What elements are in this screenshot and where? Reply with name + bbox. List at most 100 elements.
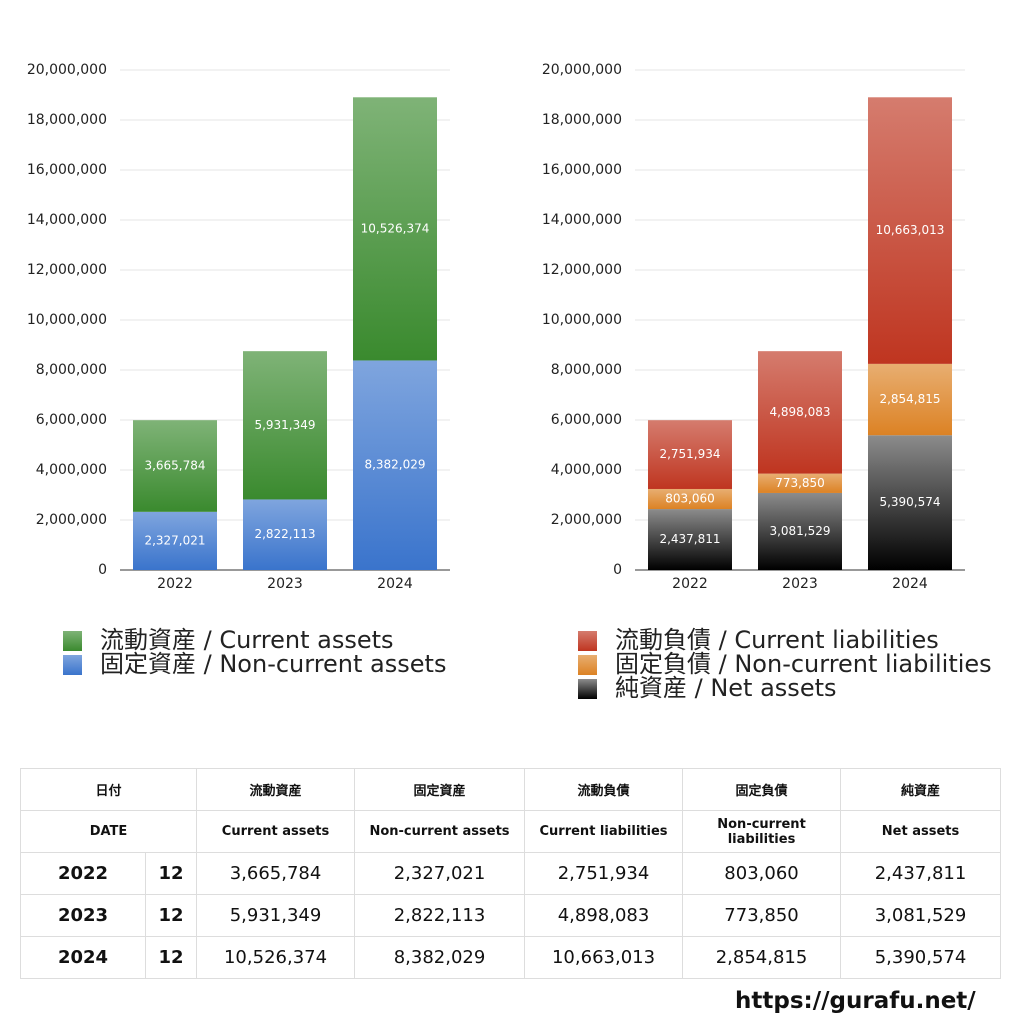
bar-segment [353,97,437,361]
table-cell: 2,751,934 [524,852,684,895]
bar-segment [648,509,732,570]
bar-segment [133,511,217,570]
table-cell: Current liabilities [524,810,684,853]
y-tick-label: 0 [613,562,622,578]
table-cell: 固定資産 [354,768,526,811]
table-cell: 3,081,529 [840,894,1002,937]
x-tick-label: 2022 [672,576,708,592]
bar-segment [353,360,437,570]
x-tick-label: 2024 [892,576,928,592]
table-cell: 10,526,374 [196,936,356,979]
data-label: 2,854,815 [879,392,940,406]
table-cell: 12 [144,936,198,979]
bar-segment [243,351,327,500]
table-cell: 純資産 [840,768,1002,811]
bar-segment [758,492,842,570]
bar-segment [868,363,952,436]
table-cell: Non-current liabilities [682,810,842,853]
y-tick-label: 16,000,000 [27,162,107,178]
data-label: 2,437,811 [659,532,720,546]
y-tick-label: 10,000,000 [27,312,107,328]
y-tick-label: 4,000,000 [36,462,107,478]
table-cell: DATE [19,810,198,853]
table-cell: 2022 [20,852,146,895]
legend-swatch [578,655,597,675]
table-cell: 2,437,811 [840,852,1002,895]
table-row: 2023 12 5,931,349 2,822,113 4,898,083 773,850… [20,894,1002,937]
y-tick-label: 12,000,000 [542,262,622,278]
legend-label: 固定資産 / Non-current assets [100,650,446,678]
table-cell: 803,060 [682,852,842,895]
x-tick-label: 2023 [782,576,818,592]
table-cell: 10,663,013 [524,936,684,979]
legend-swatch [63,631,82,651]
bar-segment [133,420,217,512]
table-cell: Non-current assets [354,810,526,853]
table-cell: 日付 [19,768,198,811]
y-tick-label: 2,000,000 [36,512,107,528]
table-cell: 773,850 [682,894,842,937]
x-tick-label: 2024 [377,576,413,592]
y-tick-label: 2,000,000 [551,512,622,528]
data-label: 2,751,934 [659,447,720,461]
bar-segment [868,97,952,364]
data-table: 日付 流動資産 固定資産 流動負債 固定負債 純資産 DATE Current assets N… [19,768,1002,979]
y-tick-label: 8,000,000 [551,362,622,378]
y-tick-label: 12,000,000 [27,262,107,278]
table-cell: 流動資産 [196,768,356,811]
data-label: 8,382,029 [364,458,425,472]
table-cell: 2024 [20,936,146,979]
legend-swatch [578,631,597,651]
table-row: DATE Current assets Non-current assets Curr… [19,810,1002,853]
table-row: 2024 12 10,526,374 8,382,029 10,663,013 2,854… [20,936,1002,979]
y-tick-label: 14,000,000 [542,212,622,228]
legend-swatch [578,679,597,699]
table-cell: 2,854,815 [682,936,842,979]
x-tick-label: 2022 [157,576,193,592]
table-cell: 流動負債 [524,768,684,811]
bar-segment [758,351,842,474]
legend-swatch [63,655,82,675]
table-row: 日付 流動資産 固定資産 流動負債 固定負債 純資産 [19,768,1002,811]
y-tick-label: 8,000,000 [36,362,107,378]
y-tick-label: 18,000,000 [27,112,107,128]
data-label: 5,390,574 [879,495,940,509]
data-label: 2,822,113 [254,527,315,541]
y-tick-label: 18,000,000 [542,112,622,128]
table-cell: 12 [144,852,198,895]
data-label: 2,327,021 [144,533,205,547]
table-cell: 3,665,784 [196,852,356,895]
data-label: 4,898,083 [769,405,830,419]
y-tick-label: 20,000,000 [27,62,107,78]
bar-segment [758,473,842,493]
y-tick-label: 4,000,000 [551,462,622,478]
data-label: 10,663,013 [876,223,945,237]
data-label: 3,665,784 [144,459,205,473]
table-cell: 12 [144,894,198,937]
bar-segment [243,499,327,570]
table-cell: 2,327,021 [354,852,526,895]
y-tick-label: 14,000,000 [27,212,107,228]
y-tick-label: 10,000,000 [542,312,622,328]
y-tick-label: 0 [98,562,107,578]
x-tick-label: 2023 [267,576,303,592]
legend-label: 流動負債 / Current liabilities [615,626,939,654]
charts: 0 2,000,000 4,000,000 6,000,000 8,000,000 10,… [27,62,992,702]
table-cell: 5,390,574 [840,936,1002,979]
site-url: https://gurafu.net/ [735,988,976,1014]
table-row: 2022 12 3,665,784 2,327,021 2,751,934 803,060… [20,852,1002,895]
table-cell: 2023 [20,894,146,937]
bar-segment [648,488,732,510]
table-cell: Current assets [196,810,356,853]
bar-segment [648,420,732,489]
y-tick-label: 6,000,000 [36,412,107,428]
table-cell: Net assets [840,810,1002,853]
legend-label: 流動資産 / Current assets [100,626,394,654]
y-tick-label: 20,000,000 [542,62,622,78]
bar-segment [868,435,952,570]
table-cell: 8,382,029 [354,936,526,979]
legend-label: 固定負債 / Non-current liabilities [615,650,992,678]
y-tick-label: 6,000,000 [551,412,622,428]
legend-label: 純資産 / Net assets [615,674,837,702]
table-cell: 2,822,113 [354,894,526,937]
